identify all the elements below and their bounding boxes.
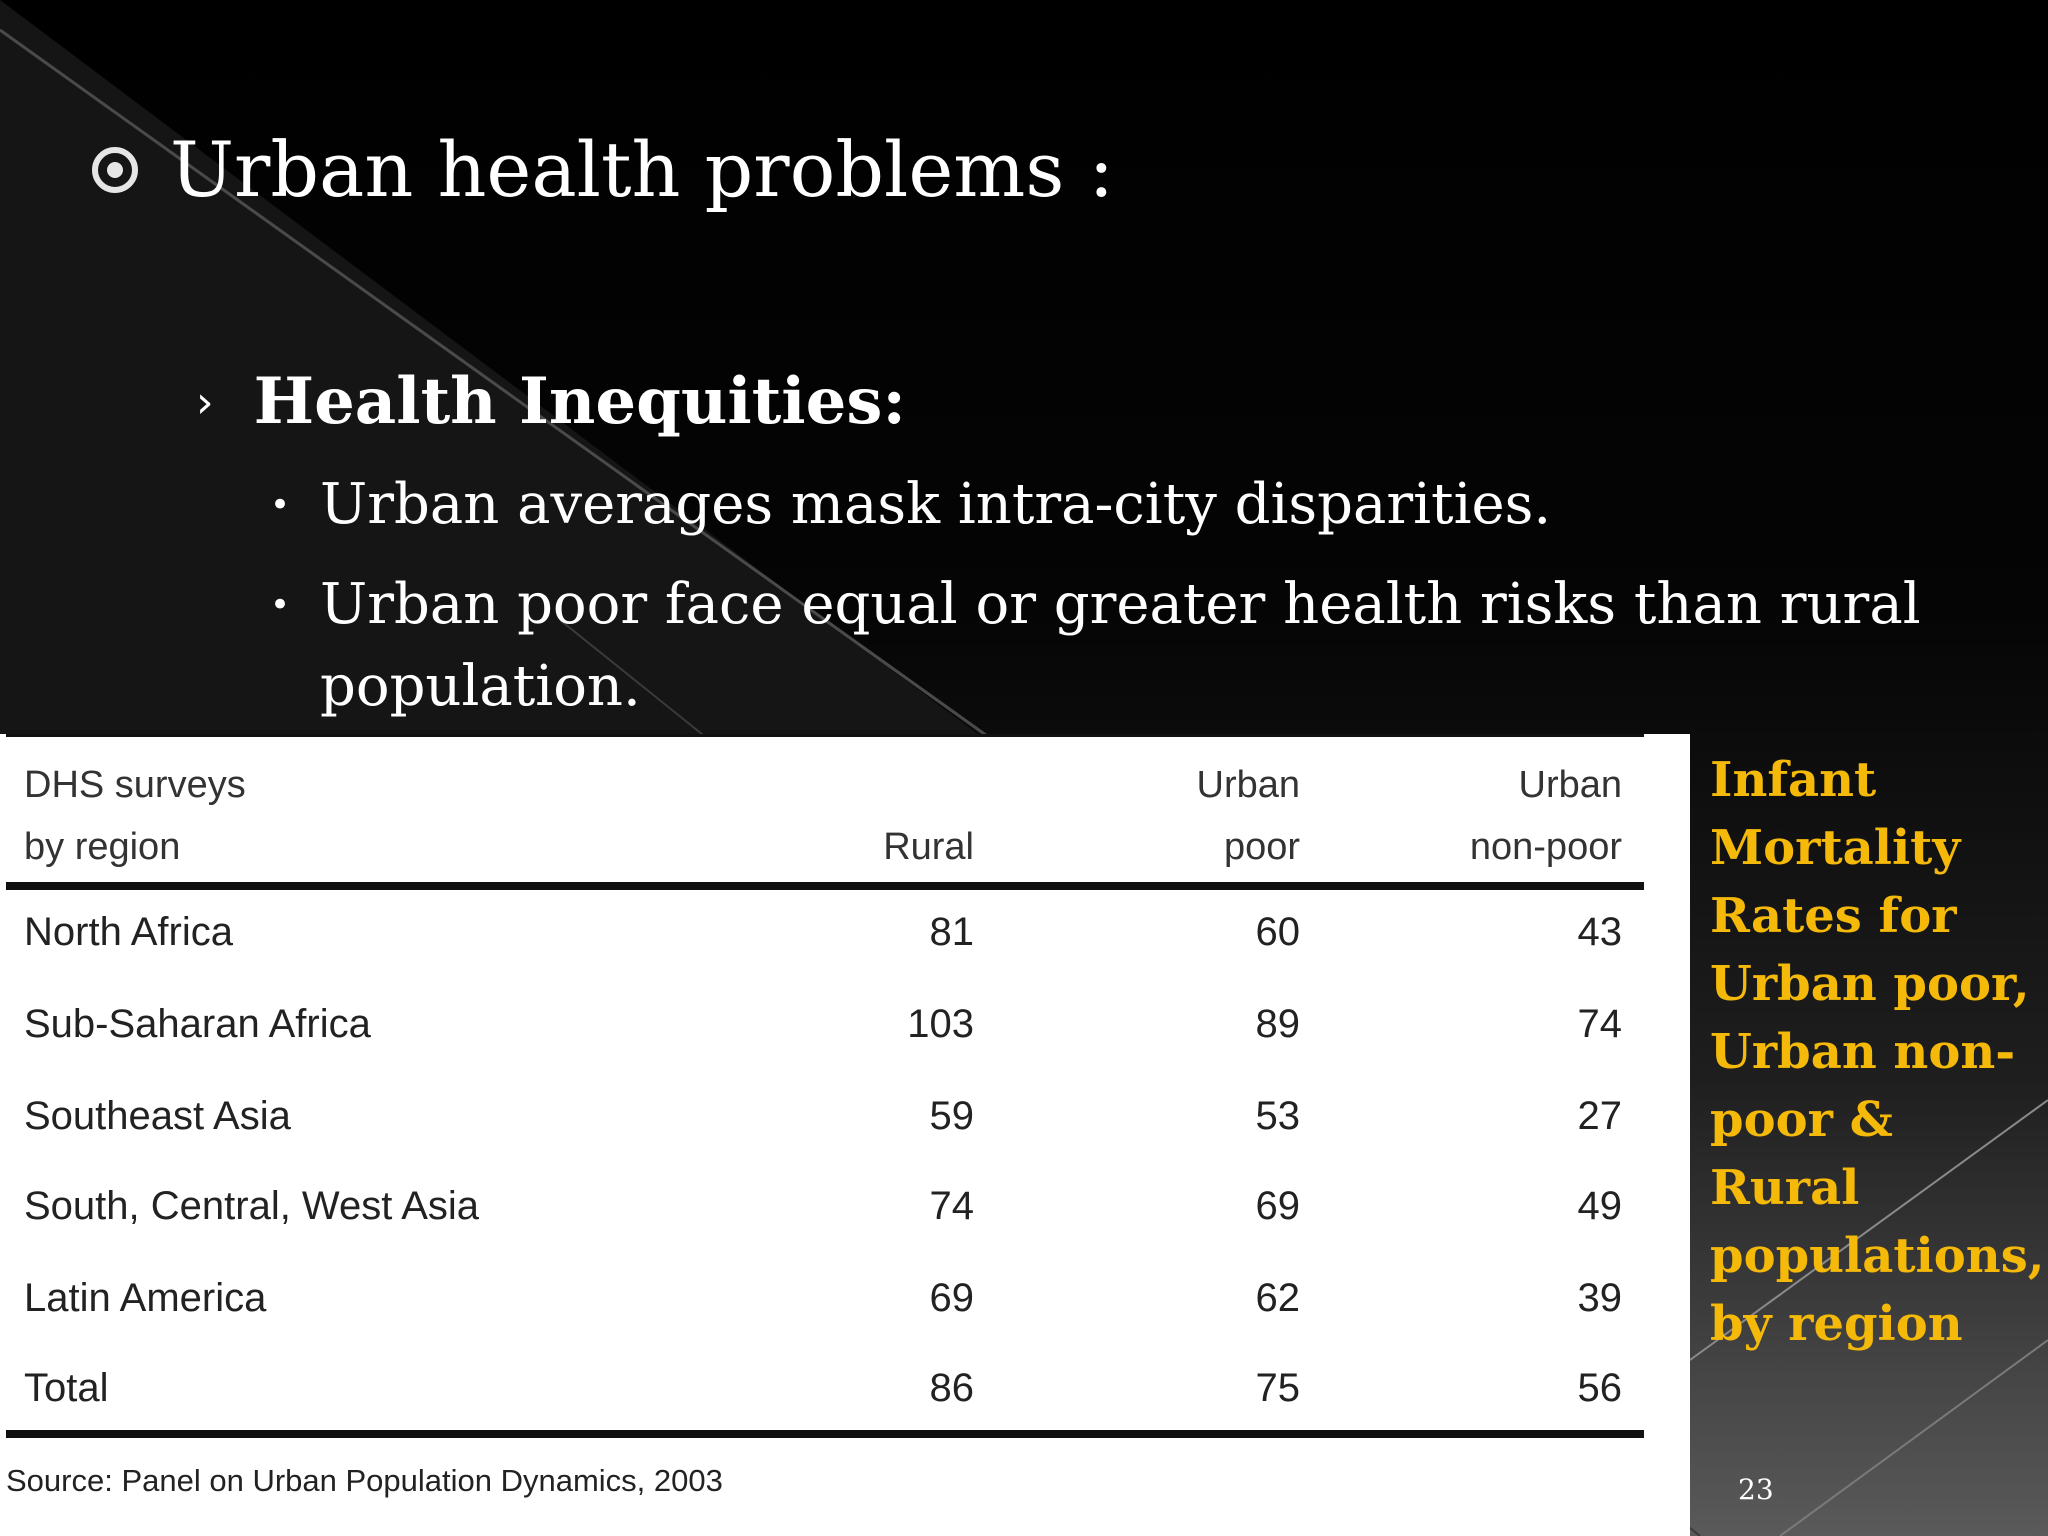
cell-urban-non-poor: 39 xyxy=(1577,1276,1623,1320)
subheading: Health Inequities: xyxy=(253,364,906,439)
bullet-point-text: Urban poor face equal or greater health … xyxy=(320,572,1921,719)
header-urban-non-poor: Urban non-poor xyxy=(1470,754,1622,878)
table-top-rule xyxy=(6,734,1644,737)
cell-region: Latin America xyxy=(24,1276,267,1320)
cell-urban-poor: 62 xyxy=(1255,1276,1301,1320)
page-number: 23 xyxy=(1738,1473,1774,1506)
header-region-line-2: by region xyxy=(24,826,181,868)
table-row: Sub-Saharan Africa 103 89 74 xyxy=(0,984,1690,1064)
subheading-row: › Health Inequities: xyxy=(196,362,906,442)
table-header-rule xyxy=(6,882,1644,890)
cell-urban-poor: 53 xyxy=(1255,1094,1301,1138)
cell-rural: 103 xyxy=(907,1002,974,1046)
cell-rural: 74 xyxy=(929,1184,975,1228)
cell-urban-poor: 89 xyxy=(1255,1002,1301,1046)
cell-region: North Africa xyxy=(24,910,233,954)
table-row: North Africa 81 60 43 xyxy=(0,892,1690,972)
cell-urban-poor: 69 xyxy=(1255,1184,1301,1228)
cell-rural: 86 xyxy=(929,1366,975,1410)
header-urban-non-poor-line-1: Urban xyxy=(1518,764,1623,806)
cell-region: Southeast Asia xyxy=(24,1094,291,1138)
cell-urban-poor: 60 xyxy=(1255,910,1301,954)
table-row: South, Central, West Asia 74 69 49 xyxy=(0,1166,1690,1246)
bullet-point-text: Urban averages mask intra-city dispariti… xyxy=(320,472,1552,537)
cell-urban-non-poor: 56 xyxy=(1577,1366,1623,1410)
header-urban-non-poor-line-2: non-poor xyxy=(1469,826,1622,868)
bullet-point: • Urban averages mask intra-city dispari… xyxy=(270,464,2000,546)
table-row: Latin America 69 62 39 xyxy=(0,1258,1690,1338)
small-dot-bullet-icon: • xyxy=(270,585,291,625)
cell-urban-non-poor: 27 xyxy=(1577,1094,1623,1138)
cell-region: South, Central, West Asia xyxy=(24,1184,480,1228)
cell-urban-non-poor: 49 xyxy=(1577,1184,1623,1228)
chevron-right-icon: › xyxy=(196,376,214,428)
cell-urban-poor: 75 xyxy=(1255,1366,1301,1410)
slide-title: Urban health problems : xyxy=(170,125,1115,214)
title-row: Urban health problems : xyxy=(92,120,1114,220)
circle-dot-bullet-icon xyxy=(92,147,138,193)
table-row: Total 86 75 56 xyxy=(0,1348,1690,1428)
table-row: Southeast Asia 59 53 27 xyxy=(0,1076,1690,1156)
cell-urban-non-poor: 43 xyxy=(1577,910,1623,954)
small-dot-bullet-icon: • xyxy=(270,485,291,525)
header-region-line-1: DHS surveys xyxy=(24,764,246,806)
table-bottom-rule xyxy=(6,1430,1644,1438)
bullet-point: • Urban poor face equal or greater healt… xyxy=(270,564,2000,728)
cell-rural: 59 xyxy=(929,1094,975,1138)
table-source: Source: Panel on Urban Population Dynami… xyxy=(6,1463,723,1498)
header-urban-poor-line-1: Urban xyxy=(1196,764,1301,806)
table-caption: Infant Mortality Rates for Urban poor, U… xyxy=(1710,752,2045,1352)
header-region: DHS surveys by region xyxy=(24,754,246,878)
cell-rural: 69 xyxy=(929,1276,975,1320)
mortality-table: DHS surveys by region Rural Urban poor U… xyxy=(0,734,1690,1536)
cell-rural: 81 xyxy=(929,910,975,954)
cell-region: Sub-Saharan Africa xyxy=(24,1002,371,1046)
header-rural: Rural xyxy=(883,826,974,868)
cell-urban-non-poor: 74 xyxy=(1577,1002,1623,1046)
header-urban-poor-line-2: poor xyxy=(1223,826,1300,868)
cell-region: Total xyxy=(24,1366,109,1410)
header-urban-poor: Urban poor xyxy=(1197,754,1301,878)
